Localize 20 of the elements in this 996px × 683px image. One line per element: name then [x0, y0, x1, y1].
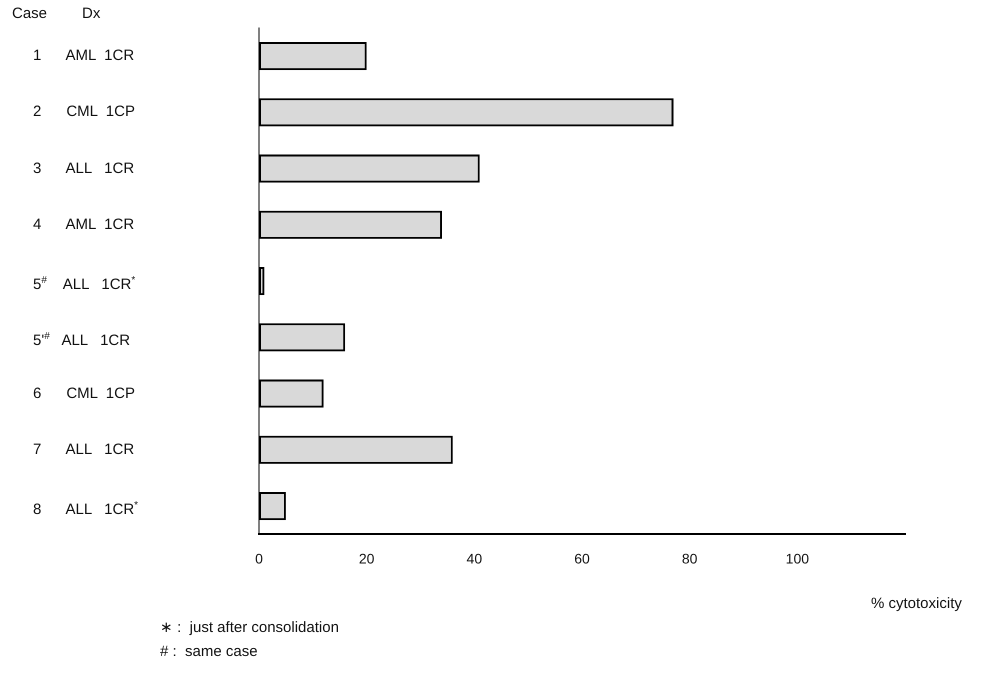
y-tick-label: 8 ALL 1CR$^{*}$ [33, 499, 138, 520]
x-tick-label: 0 [255, 550, 264, 566]
y-tick-label: 3 ALL 1CR [33, 160, 134, 178]
y-tick-label: 5'$^{#}$ ALL 1CR [33, 330, 130, 350]
y-tick-label: 2 CML 1CP [33, 103, 135, 122]
x-tick-label: 60 [574, 550, 590, 566]
x-tick-label: 40 [466, 550, 482, 566]
x-axis-title: % cytotoxicity [871, 595, 962, 614]
category-label: 5$^{#}$ ALL 1CR$^{*}$ [33, 275, 136, 294]
x-tick-label: 20 [358, 550, 375, 566]
text: Dx [82, 5, 100, 23]
y-tick-label: 1 AML 1CR [33, 47, 134, 66]
x-tick-label: 80 [682, 550, 698, 566]
y-tick-label: 4 AML 1CR [33, 216, 134, 234]
x-tick-label: 100 [786, 550, 810, 566]
text: # : same case [160, 643, 258, 662]
y-tick-label: 6 CML 1CP [33, 384, 135, 403]
y-axis-title: Case [12, 5, 48, 23]
y-tick-label: 7 ALL 1CR [33, 440, 134, 459]
text: ∗ : just after consolidation [160, 619, 339, 638]
